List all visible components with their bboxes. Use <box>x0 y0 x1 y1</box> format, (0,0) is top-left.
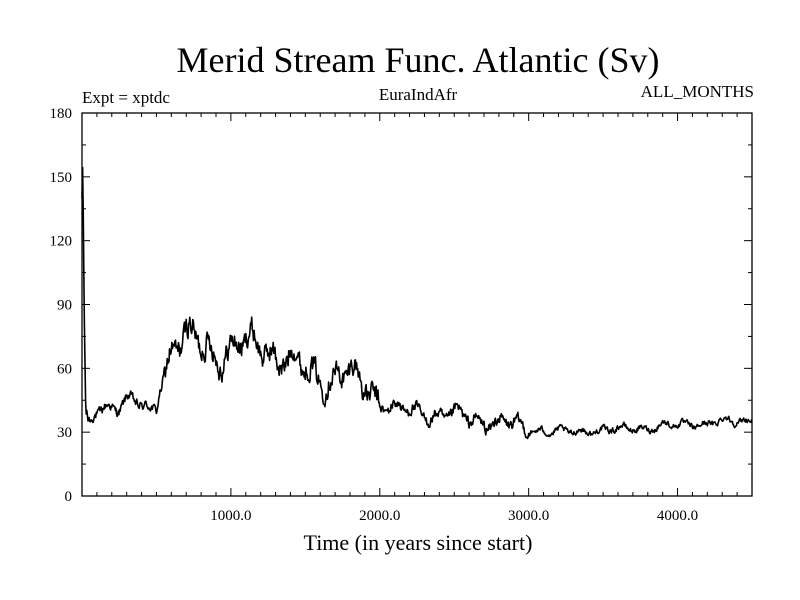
annotation-left: Expt = xptdc <box>82 88 170 107</box>
plot-frame <box>81 112 753 497</box>
x-tick-label: 1000.0 <box>210 508 251 524</box>
y-tick-label: 30 <box>57 425 72 441</box>
y-tick-label: 120 <box>50 234 73 250</box>
x-axis-label: Time (in years since start) <box>304 530 533 555</box>
y-tick-label: 180 <box>50 106 73 122</box>
annotation-center: EuraIndAfr <box>379 85 458 104</box>
y-tick-label: 150 <box>50 170 73 186</box>
data-line <box>81 166 753 440</box>
y-tick-label: 90 <box>57 298 72 314</box>
y-tick-label: 0 <box>65 489 73 505</box>
chart-title: Merid Stream Func. Atlantic (Sv) <box>177 40 660 80</box>
y-tick-label: 60 <box>57 361 72 377</box>
x-tick-label: 4000.0 <box>657 508 698 524</box>
x-tick-label: 2000.0 <box>359 508 400 524</box>
x-tick-label: 3000.0 <box>508 508 549 524</box>
plot-area <box>81 166 753 440</box>
axis-ticks: 0 30 60 90 120 150 180 1000.0 2000.0 3000.0 4000.0 <box>50 106 752 524</box>
annotation-right: ALL_MONTHS <box>641 82 754 101</box>
